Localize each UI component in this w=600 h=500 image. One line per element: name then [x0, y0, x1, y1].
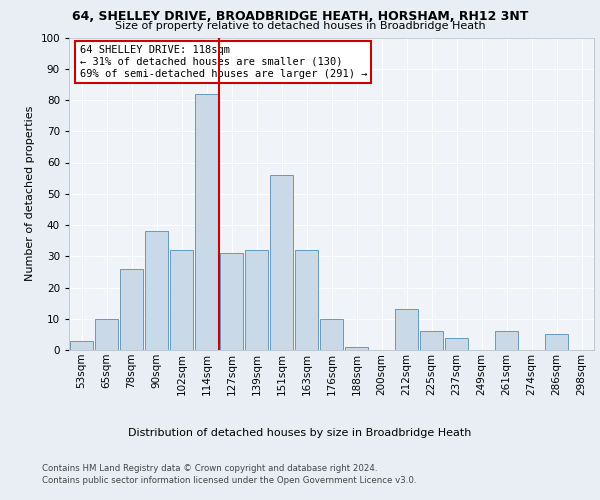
Bar	[220, 253, 244, 350]
Text: Contains HM Land Registry data © Crown copyright and database right 2024.: Contains HM Land Registry data © Crown c…	[42, 464, 377, 473]
Text: Contains public sector information licensed under the Open Government Licence v3: Contains public sector information licen…	[42, 476, 416, 485]
Bar	[170, 250, 193, 350]
Text: 64 SHELLEY DRIVE: 118sqm
← 31% of detached houses are smaller (130)
69% of semi-: 64 SHELLEY DRIVE: 118sqm ← 31% of detach…	[79, 46, 367, 78]
Bar	[269, 175, 293, 350]
Y-axis label: Number of detached properties: Number of detached properties	[25, 106, 35, 282]
Bar	[245, 250, 268, 350]
Text: Distribution of detached houses by size in Broadbridge Heath: Distribution of detached houses by size …	[128, 428, 472, 438]
Bar	[70, 340, 94, 350]
Bar	[119, 269, 143, 350]
Bar	[320, 319, 343, 350]
Bar	[494, 331, 518, 350]
Bar	[145, 231, 169, 350]
Bar	[295, 250, 319, 350]
Text: Size of property relative to detached houses in Broadbridge Heath: Size of property relative to detached ho…	[115, 21, 485, 31]
Text: 64, SHELLEY DRIVE, BROADBRIDGE HEATH, HORSHAM, RH12 3NT: 64, SHELLEY DRIVE, BROADBRIDGE HEATH, HO…	[72, 10, 528, 23]
Bar	[419, 331, 443, 350]
Bar	[344, 347, 368, 350]
Bar	[194, 94, 218, 350]
Bar	[95, 319, 118, 350]
Bar	[395, 310, 418, 350]
Bar	[445, 338, 469, 350]
Bar	[545, 334, 568, 350]
